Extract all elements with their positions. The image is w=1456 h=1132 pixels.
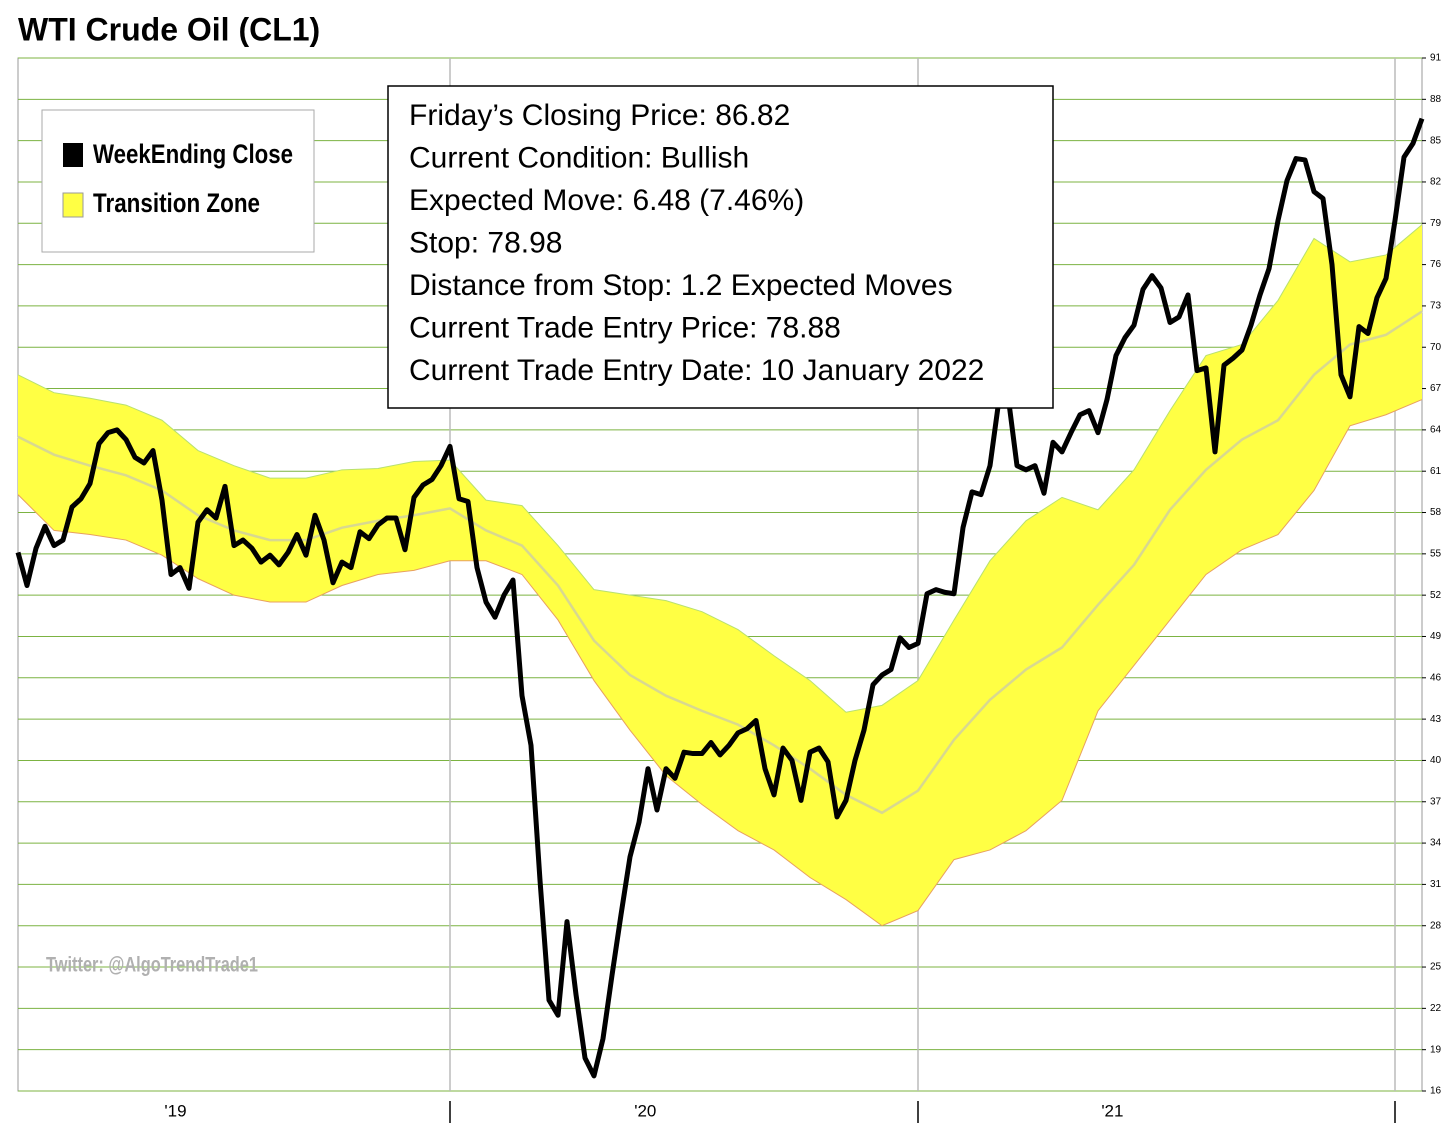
chart-title: WTI Crude Oil (CL1) bbox=[18, 11, 320, 47]
info-line: Friday’s Closing Price: 86.82 bbox=[409, 99, 790, 132]
y-tick-label: 64 bbox=[1430, 425, 1442, 436]
info-line: Current Trade Entry Price: 78.88 bbox=[409, 311, 841, 344]
info-line: Current Condition: Bullish bbox=[409, 141, 749, 174]
transition-zone bbox=[18, 224, 1422, 926]
y-tick-label: 91 bbox=[1430, 53, 1442, 64]
y-tick-label: 43 bbox=[1430, 714, 1442, 725]
y-tick-label: 16 bbox=[1430, 1086, 1442, 1097]
legend-label: WeekEnding Close bbox=[93, 139, 293, 169]
y-tick-label: 19 bbox=[1430, 1044, 1442, 1055]
info-box bbox=[387, 85, 1054, 409]
legend-label: Transition Zone bbox=[93, 188, 260, 218]
info-line: Distance from Stop: 1.2 Expected Moves bbox=[409, 269, 953, 302]
zone-lower-edge bbox=[17, 399, 1423, 927]
y-tick-label: 88 bbox=[1430, 94, 1442, 105]
y-tick-label: 85 bbox=[1430, 135, 1442, 146]
x-tick-label: '19 bbox=[164, 1101, 186, 1120]
y-tick-label: 31 bbox=[1430, 879, 1442, 890]
y-tick-label: 58 bbox=[1430, 507, 1442, 518]
y-tick-label: 61 bbox=[1430, 466, 1442, 477]
legend-swatch bbox=[62, 192, 84, 218]
y-tick-label: 46 bbox=[1430, 672, 1442, 683]
info-line: Current Trade Entry Date: 10 January 202… bbox=[409, 354, 984, 387]
y-tick-label: 28 bbox=[1430, 920, 1442, 931]
y-tick-label: 40 bbox=[1430, 755, 1442, 766]
y-tick-label: 37 bbox=[1430, 796, 1442, 807]
x-tick-label: '21 bbox=[1101, 1101, 1123, 1120]
y-tick-label: 73 bbox=[1430, 301, 1442, 312]
y-tick-label: 49 bbox=[1430, 631, 1442, 642]
zone-mid-line bbox=[17, 310, 1423, 815]
y-tick-label: 22 bbox=[1430, 1003, 1442, 1014]
watermark: Twitter: @AlgoTrendTrade1 bbox=[46, 954, 258, 977]
y-tick-label: 79 bbox=[1430, 218, 1442, 229]
y-tick-label: 82 bbox=[1430, 177, 1442, 188]
info-line: Stop: 78.98 bbox=[409, 226, 562, 259]
y-tick-label: 76 bbox=[1430, 259, 1442, 270]
legend-swatch bbox=[63, 143, 83, 167]
y-tick-label: 67 bbox=[1430, 383, 1442, 394]
legend-box bbox=[41, 109, 315, 253]
x-tick-label: '20 bbox=[634, 1101, 656, 1120]
y-tick-label: 70 bbox=[1430, 342, 1442, 353]
y-tick-label: 52 bbox=[1430, 590, 1442, 601]
info-line: Expected Move: 6.48 (7.46%) bbox=[409, 184, 804, 217]
zone-upper-edge bbox=[17, 224, 1423, 713]
y-tick-label: 25 bbox=[1430, 962, 1442, 973]
y-tick-label: 34 bbox=[1430, 838, 1442, 849]
close-line bbox=[15, 117, 1425, 1079]
y-tick-label: 55 bbox=[1430, 548, 1442, 559]
